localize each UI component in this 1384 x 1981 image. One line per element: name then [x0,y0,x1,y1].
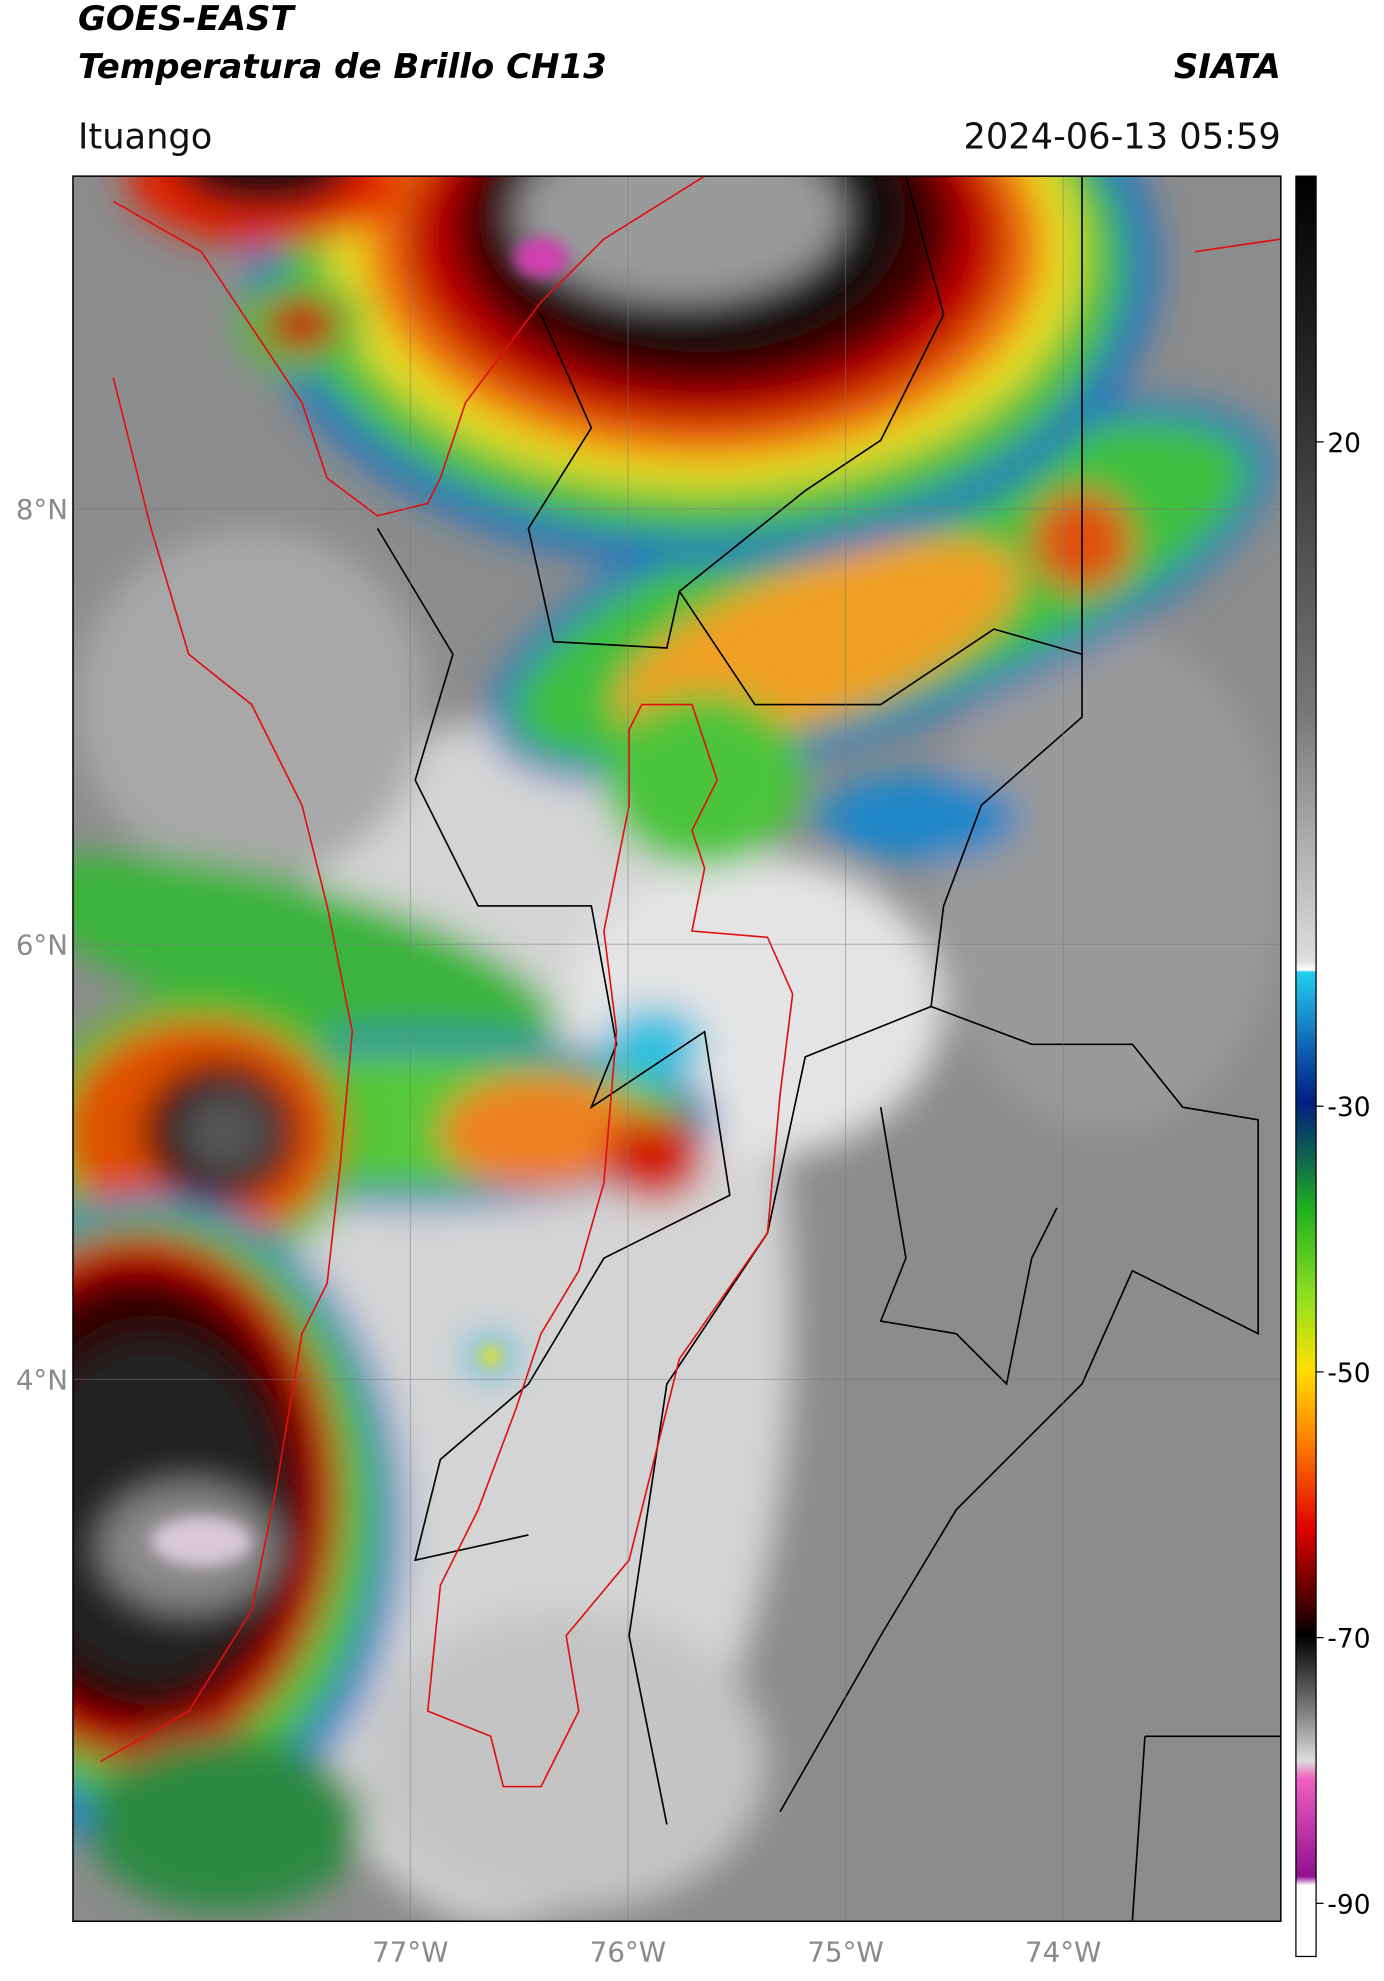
map-frame [72,175,1282,1922]
colorbar-tick-label: 20 [1327,428,1361,459]
lat-tick-label: 4°N [16,1363,68,1396]
satellite-image [72,176,1281,1922]
colorbar-tick-label: -70 [1327,1624,1370,1655]
colorbar-tick-label: -50 [1327,1358,1370,1389]
lon-tick-label: 76°W [590,1935,666,1968]
colorbar-tick-label: -30 [1327,1092,1370,1123]
lon-tick-label: 74°W [1025,1935,1101,1968]
agency: SIATA [1174,47,1281,87]
colorbar-ticks: 20 -30 -50 -70 -90 [1316,428,1371,1920]
lat-tick-label: 8°N [16,493,68,526]
lat-tick-label: 6°N [16,928,68,961]
lon-tick-label: 77°W [372,1935,448,1968]
datetime: 2024-06-13 05:59 [963,116,1280,157]
title: GOES-EAST [78,0,296,39]
subtitle: Temperatura de Brillo CH13 [78,47,607,87]
colorbar [1295,175,1317,1958]
colorbar-tick-label: -90 [1327,1889,1370,1920]
lon-tick-label: 75°W [807,1935,883,1968]
location: Ituango [78,116,212,157]
graticule: 77°W 76°W 75°W 74°W 8°N 6°N 4°N [16,176,1281,1968]
